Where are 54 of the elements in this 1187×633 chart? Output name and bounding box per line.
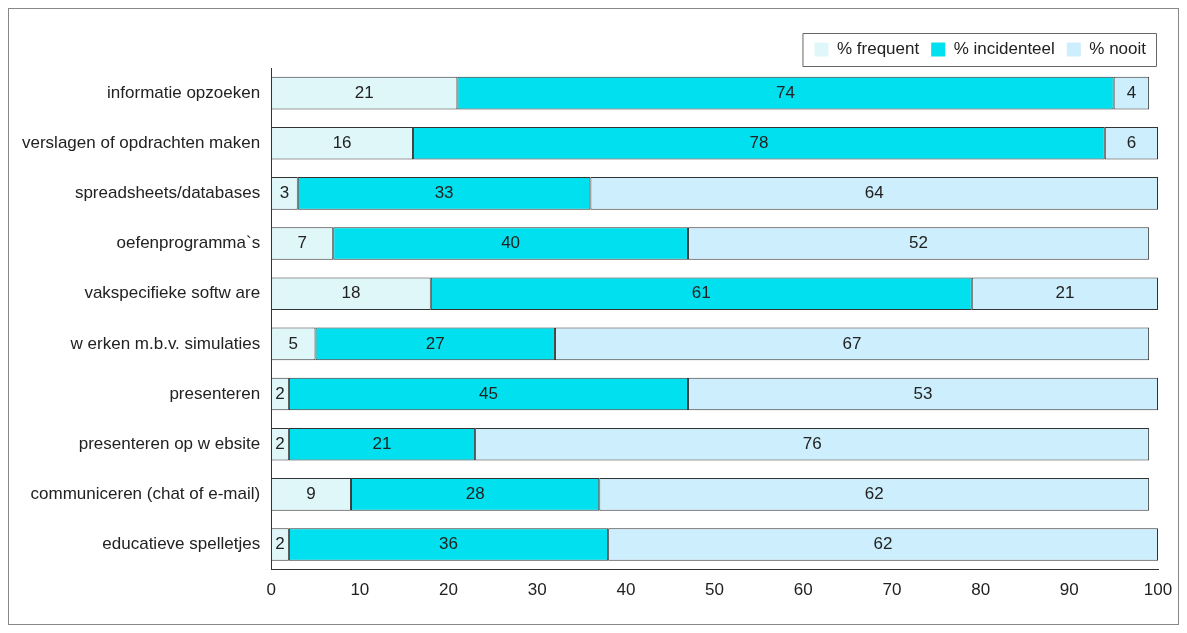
- data-label: 18: [341, 283, 361, 303]
- data-label: 6: [1126, 132, 1137, 152]
- data-label: 52: [909, 233, 929, 253]
- x-tick-label: 10: [350, 580, 370, 600]
- y-tick-label: w erken m.b.v. simulaties: [69, 333, 261, 353]
- data-label: 64: [864, 183, 884, 203]
- data-label: 21: [372, 433, 392, 453]
- data-label: 2: [275, 534, 285, 554]
- legend-label: % incidenteel: [953, 39, 1055, 59]
- y-tick-label: oefenprogramma`s: [116, 233, 261, 253]
- y-tick-label: verslagen of opdrachten maken: [21, 132, 261, 152]
- data-label: 67: [842, 333, 862, 353]
- data-label: 33: [434, 183, 454, 203]
- data-label: 7: [297, 233, 307, 253]
- x-tick-label: 50: [705, 580, 725, 600]
- data-label: 28: [465, 484, 485, 504]
- data-label: 4: [1126, 82, 1137, 102]
- x-tick-label: 40: [616, 580, 636, 600]
- x-tick-label: 20: [439, 580, 458, 600]
- x-tick-label: 60: [793, 580, 813, 600]
- data-label: 5: [288, 333, 299, 353]
- y-tick-label: spreadsheets/databases: [74, 183, 261, 203]
- data-label: 53: [913, 383, 933, 403]
- data-label: 9: [306, 484, 316, 504]
- x-tick-label: 80: [971, 580, 991, 600]
- data-label: 76: [802, 433, 822, 453]
- legend-label: % frequent: [836, 39, 920, 59]
- data-label: 3: [279, 183, 290, 203]
- data-label: 21: [354, 82, 374, 102]
- y-tick-label: presenteren: [169, 383, 261, 403]
- data-label: 78: [749, 132, 769, 152]
- data-label: 74: [776, 82, 795, 102]
- data-label: 21: [1055, 283, 1075, 303]
- x-tick-label: 90: [1059, 580, 1079, 600]
- data-label: 45: [478, 383, 498, 403]
- x-tick-label: 100: [1143, 580, 1173, 600]
- y-tick-label: vakspecifieke softw are: [84, 283, 261, 303]
- data-label: 16: [332, 132, 352, 152]
- legend-label: % nooit: [1089, 39, 1147, 59]
- x-tick-label: 0: [266, 580, 276, 600]
- data-label: 40: [501, 233, 521, 253]
- y-tick-label: communiceren (chat of e-mail): [30, 484, 261, 504]
- y-tick-label: presenteren op w ebsite: [78, 433, 261, 453]
- data-label: 36: [439, 534, 458, 554]
- data-label: 2: [275, 383, 285, 403]
- data-label: 62: [864, 484, 884, 504]
- data-label: 27: [425, 333, 445, 353]
- data-label: 61: [691, 283, 711, 303]
- data-label: 2: [275, 433, 285, 453]
- x-tick-label: 70: [882, 580, 902, 600]
- y-tick-label: informatie opzoeken: [107, 82, 261, 102]
- data-label: 62: [873, 534, 893, 554]
- y-tick-label: educatieve spelletjes: [102, 534, 261, 554]
- x-tick-label: 30: [527, 580, 547, 600]
